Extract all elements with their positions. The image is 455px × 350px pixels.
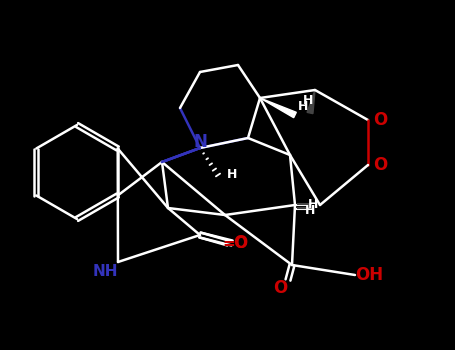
Text: H: H (305, 203, 315, 217)
Text: H: H (308, 198, 318, 211)
Text: =O: =O (222, 236, 248, 251)
Text: O: O (373, 156, 387, 174)
Text: H: H (227, 168, 237, 182)
Text: N: N (193, 133, 207, 151)
Text: O: O (373, 111, 387, 129)
Text: H: H (298, 100, 308, 113)
Polygon shape (307, 90, 315, 114)
Polygon shape (260, 98, 296, 118)
Text: OH: OH (355, 266, 383, 284)
Text: O: O (273, 279, 287, 297)
Text: H: H (303, 94, 313, 107)
Text: O: O (233, 234, 247, 252)
Text: NH: NH (92, 265, 118, 280)
